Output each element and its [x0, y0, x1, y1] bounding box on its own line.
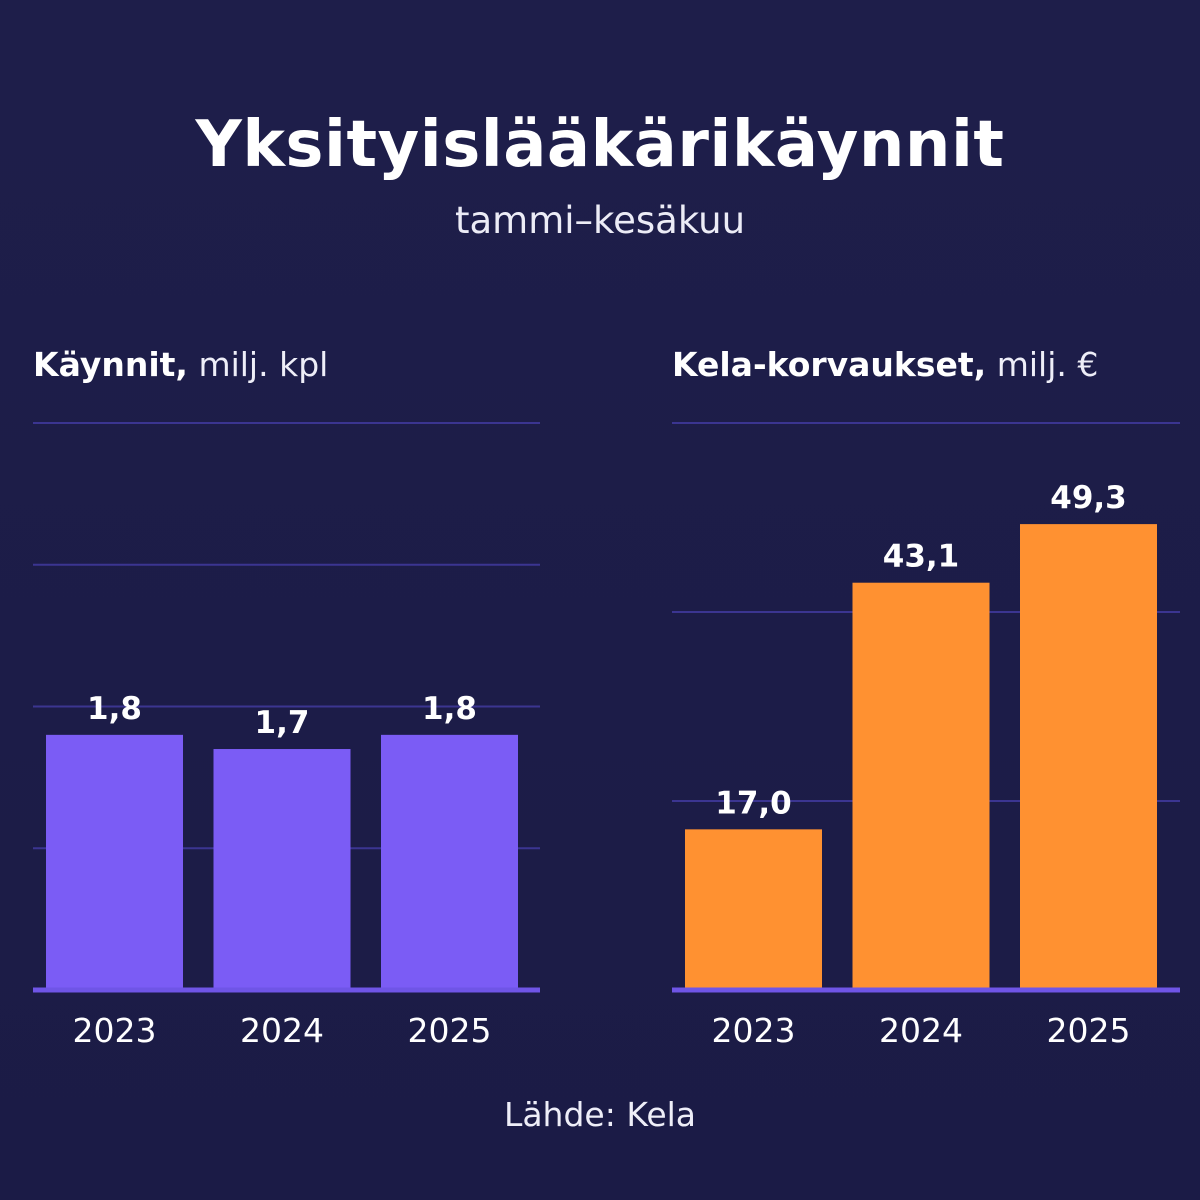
- panel-title-reimbursements-strong: Kela-korvaukset,: [672, 345, 987, 384]
- category-label-visits-2023: 2023: [73, 1011, 157, 1050]
- category-label-reimbursements-2023: 2023: [712, 1011, 796, 1050]
- value-label-visits-2023: 1,8: [87, 691, 142, 727]
- bar-visits-2025: [381, 734, 518, 990]
- chart-panel-reimbursements: 17,0 2023 43,1 2024 49,3 2025: [672, 422, 1180, 1050]
- value-label-visits-2025: 1,8: [422, 691, 477, 727]
- value-label-reimbursements-2024: 43,1: [883, 539, 960, 575]
- chart-subtitle: tammi–kesäkuu: [454, 199, 746, 242]
- category-label-reimbursements-2024: 2024: [879, 1011, 963, 1050]
- bar-visits-2024: [213, 749, 351, 990]
- value-label-reimbursements-2025: 49,3: [1050, 480, 1127, 516]
- bar-reimbursements-2023: [685, 829, 822, 990]
- category-label-visits-2024: 2024: [240, 1011, 324, 1050]
- panel-title-visits: Käynnit, milj. kpl: [33, 340, 328, 390]
- category-label-reimbursements-2025: 2025: [1047, 1011, 1131, 1050]
- source-note: Lähde: Kela: [503, 1095, 697, 1134]
- panel-title-visits-unit: milj. kpl: [198, 345, 329, 384]
- bar-reimbursements-2024: [852, 582, 990, 990]
- chart-title: Yksityislääkärikäynnit: [195, 108, 1005, 182]
- category-label-visits-2025: 2025: [408, 1011, 492, 1050]
- bar-visits-2023: [46, 734, 183, 990]
- chart-panel-visits: 1,8 2023 1,7 2024 1,8 2025: [33, 422, 540, 1050]
- panel-title-reimbursements: Kela-korvaukset, milj. €: [672, 340, 1098, 390]
- bar-reimbursements-2025: [1020, 524, 1157, 990]
- panel-title-visits-strong: Käynnit,: [33, 345, 188, 384]
- value-label-reimbursements-2023: 17,0: [715, 785, 792, 821]
- panel-title-reimbursements-unit: milj. €: [996, 345, 1099, 384]
- value-label-visits-2024: 1,7: [255, 705, 310, 741]
